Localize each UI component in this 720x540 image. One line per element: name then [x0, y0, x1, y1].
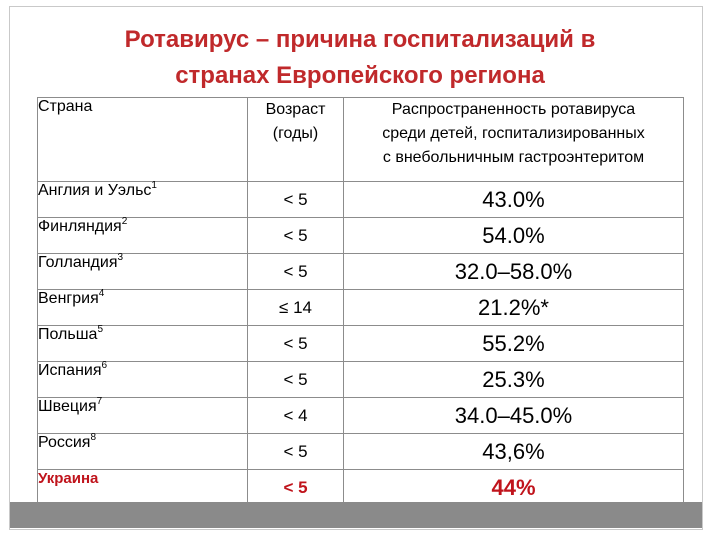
header-prevalence-line-3: с внебольничным гастроэнтеритом [382, 149, 645, 166]
cell-prevalence: 25.3% [343, 361, 684, 398]
table-row: Россия8 < 5 43,6% [37, 432, 684, 470]
table-row: Голландия3 < 5 32.0–58.0% [37, 252, 684, 290]
country-name: Испания [38, 362, 102, 379]
cell-country: Голландия3 [37, 252, 248, 290]
footer-bar [10, 502, 702, 528]
header-age: Возраст (годы) [247, 97, 344, 182]
cell-country: Россия8 [37, 432, 248, 470]
cell-age: < 5 [247, 181, 344, 218]
header-prevalence-line-1: Распространенность ротавируса [391, 101, 636, 118]
cell-age: < 5 [247, 253, 344, 290]
cell-age: < 5 [247, 325, 344, 362]
cell-prevalence: 34.0–45.0% [343, 397, 684, 434]
reference-marker: 8 [90, 432, 97, 443]
cell-country: Англия и Уэльс1 [37, 180, 248, 218]
cell-prevalence: 44% [343, 469, 684, 506]
cell-age: < 5 [247, 433, 344, 470]
reference-marker: 1 [151, 180, 157, 191]
reference-marker: 3 [117, 252, 124, 263]
cell-prevalence: 54.0% [343, 217, 684, 254]
country-name: Швеция [38, 398, 97, 415]
reference-marker: 4 [98, 288, 105, 299]
country-name: Голландия [38, 254, 118, 271]
cell-country: Польша5 [37, 324, 248, 362]
header-prevalence: Распространенность ротавируса среди дете… [343, 97, 684, 182]
country-name: Россия [38, 434, 91, 451]
reference-marker: 5 [97, 324, 104, 335]
table-row: Англия и Уэльс1 < 5 43.0% [37, 180, 684, 218]
cell-age: ≤ 14 [247, 289, 344, 326]
header-country: Страна [37, 97, 248, 182]
reference-marker: 7 [96, 396, 103, 407]
cell-prevalence: 32.0–58.0% [343, 253, 684, 290]
cell-age: < 5 [247, 217, 344, 254]
table-row: Испания6 < 5 25.3% [37, 360, 684, 398]
table-row: Украина < 5 44% [37, 469, 684, 506]
table-header-row: Страна Возраст (годы) Распространенность… [37, 97, 684, 182]
header-age-line-1: Возраст [265, 101, 326, 118]
cell-prevalence: 43,6% [343, 433, 684, 470]
title-line-1: Ротавирус – причина госпитализаций в [124, 26, 596, 53]
table-row: Польша5 < 5 55.2% [37, 324, 684, 362]
cell-age: < 4 [247, 397, 344, 434]
cell-country: Финляндия2 [37, 216, 248, 254]
cell-country: Венгрия4 [37, 288, 248, 326]
reference-marker: 6 [101, 360, 108, 371]
cell-prevalence: 21.2%* [343, 289, 684, 326]
country-name: Польша [38, 326, 98, 343]
cell-country: Испания6 [37, 360, 248, 398]
slide-title: Ротавирус – причина госпитализаций в стр… [0, 22, 720, 94]
cell-age: < 5 [247, 469, 344, 506]
cell-country: Украина [37, 469, 248, 506]
table-row: Венгрия4 ≤ 14 21.2%* [37, 288, 684, 326]
cell-age: < 5 [247, 361, 344, 398]
table-row: Финляндия2 < 5 54.0% [37, 216, 684, 254]
header-age-line-2: (годы) [272, 125, 319, 142]
cell-prevalence: 43.0% [343, 181, 684, 218]
country-name: Финляндия [38, 218, 122, 235]
country-name: Украина [38, 470, 99, 487]
country-name: Англия и Уэльс [38, 182, 152, 199]
slide-frame [9, 6, 703, 530]
title-line-2: странах Европейского региона [175, 62, 545, 89]
rotavirus-table: Страна Возраст (годы) Распространенность… [37, 97, 684, 506]
cell-prevalence: 55.2% [343, 325, 684, 362]
header-prevalence-line-2: среди детей, госпитализированных [382, 125, 645, 142]
cell-country: Швеция7 [37, 396, 248, 434]
country-name: Венгрия [38, 290, 99, 307]
reference-marker: 2 [121, 216, 128, 227]
table-row: Швеция7 < 4 34.0–45.0% [37, 396, 684, 434]
